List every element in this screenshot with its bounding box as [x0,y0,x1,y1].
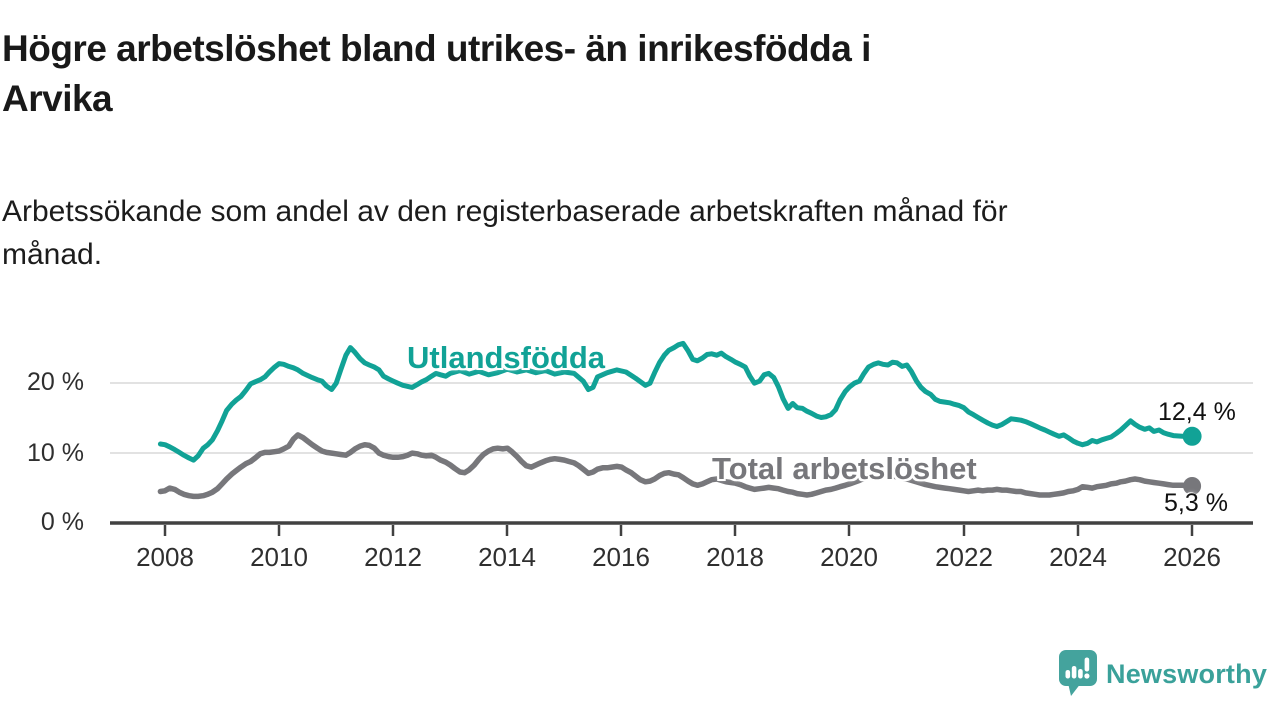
x-axis-label-2022: 2022 [935,542,993,572]
x-axis-label-2026: 2026 [1163,542,1221,572]
x-axis-label-2010: 2010 [250,542,308,572]
end-value-label-total-unemployment: 5,3 % [1164,489,1228,517]
series-label-total-unemployment: Total arbetslöshet [712,451,977,486]
x-axis-ticks [163,525,1194,536]
newsworthy-logo: Newsworthy [1058,648,1272,700]
x-axis-label-2012: 2012 [364,542,422,572]
x-axis-label-2016: 2016 [592,542,650,572]
end-value-label-foreign-born: 12,4 % [1158,398,1236,426]
y-axis-label-20: 20 % [27,368,84,396]
y-axis-label-10: 10 % [27,439,84,467]
series-line-total-unemployment [157,432,1195,500]
chart-subtitle: Arbetssökande som andel av den registerb… [2,190,1242,276]
x-axis-label-2024: 2024 [1049,542,1107,572]
end-dot-total-unemployment [1183,477,1202,495]
x-axis-label-2008: 2008 [136,542,194,572]
newsworthy-logo-icon [1059,650,1097,696]
page-title-line1: Högre arbetslöshet bland utrikes- än inr… [2,28,871,69]
series-line-foreign-born [157,340,1195,463]
page-title: Högre arbetslöshet bland utrikes- än inr… [2,24,1222,124]
x-axis-label-2020: 2020 [820,542,878,572]
series-label-foreign-born: Utlandsfödda [407,340,606,375]
x-axis-label-2018: 2018 [706,542,764,572]
chart-subtitle-line1: Arbetssökande som andel av den registerb… [2,195,1008,228]
newsworthy-logo-text: Newsworthy [1106,658,1268,689]
end-dot-foreign-born [1182,426,1202,446]
y-axis-label-0: 0 % [40,508,84,536]
x-axis-label-2014: 2014 [478,542,536,572]
chart-subtitle-line2: månad. [2,238,103,271]
page-title-line2: Arvika [2,78,113,119]
